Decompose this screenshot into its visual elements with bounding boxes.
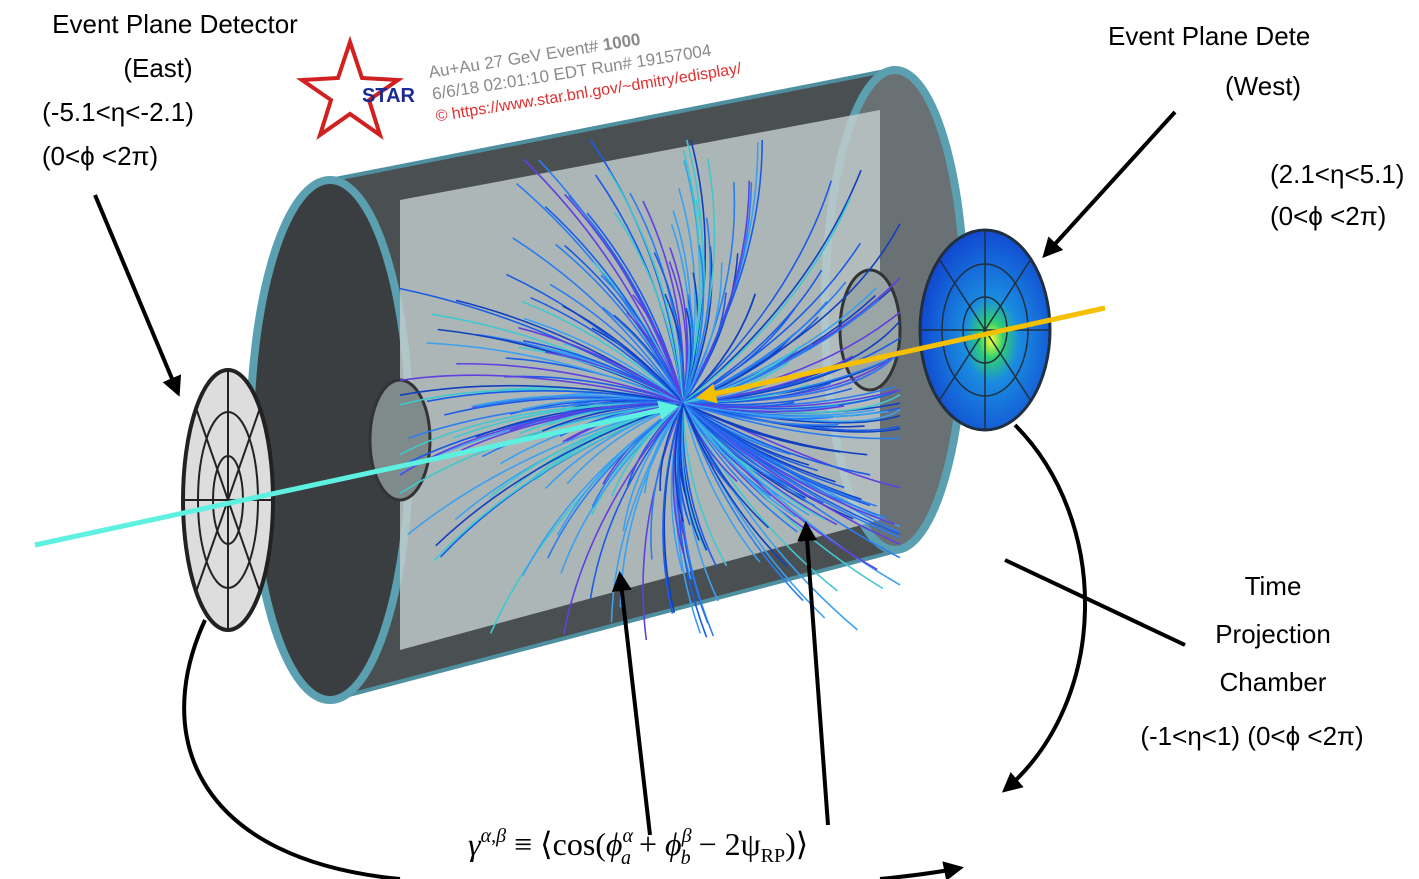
star-logo: STAR — [302, 42, 416, 135]
subscript: RP — [761, 845, 785, 867]
tpc-range: (-1<η<1) (0<ϕ <2π) — [1140, 721, 1363, 751]
east-phi: (0<ϕ <2π) — [42, 141, 158, 171]
event-number: 1000 — [601, 30, 641, 55]
diagram: STAR Au+Au 27 GeV Event# 1000 6/6/18 02:… — [0, 0, 1419, 879]
formula-text: − 2ψ — [691, 826, 761, 862]
east-title: Event Plane Detector — [52, 9, 298, 39]
east-epd — [183, 370, 273, 630]
logo-text: STAR — [362, 85, 416, 107]
tpc-line3: Chamber — [1220, 667, 1327, 697]
tpc-line1: Time — [1245, 571, 1302, 601]
west-title: Event Plane Dete — [1108, 21, 1310, 51]
east-eta: (-5.1<η<-2.1) — [42, 97, 194, 127]
tpc-line2: Projection — [1215, 619, 1331, 649]
west-epd — [920, 230, 1050, 430]
west-side: (West) — [1225, 71, 1301, 101]
west-phi: (0<ϕ <2π) — [1270, 201, 1386, 231]
subscript: a — [621, 847, 631, 869]
west-eta: (2.1<η<5.1) — [1270, 159, 1404, 189]
superscript: α,β — [481, 825, 506, 847]
phi-b: ϕ — [665, 826, 682, 862]
formula-text: + — [631, 826, 665, 862]
subscript: b — [681, 847, 691, 869]
formula-text: ≡ ⟨cos( — [506, 826, 606, 862]
formula-text: )⟩ — [785, 826, 808, 862]
east-side: (East) — [123, 53, 192, 83]
